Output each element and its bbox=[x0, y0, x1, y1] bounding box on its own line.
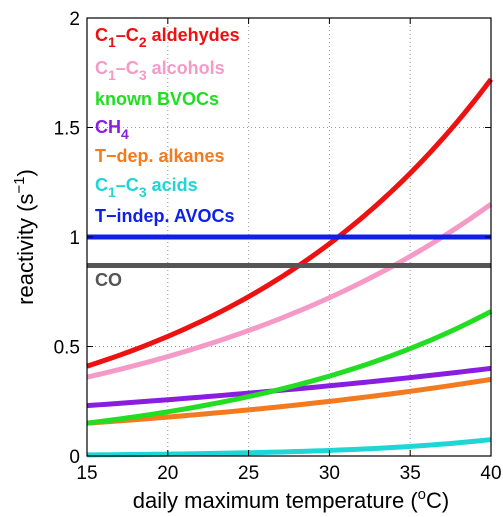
x-tick-label: 30 bbox=[319, 463, 340, 484]
y-tick-label: 1.5 bbox=[54, 119, 80, 140]
legend-label: T−dep. alkanes bbox=[95, 146, 225, 166]
series-line-c1-c3-acids bbox=[86, 437, 492, 458]
x-tick-label: 20 bbox=[157, 463, 178, 484]
legend-label: T−indep. AVOCs bbox=[95, 206, 235, 226]
x-tick-label: 40 bbox=[480, 463, 501, 484]
x-tick-label: 15 bbox=[76, 463, 97, 484]
y-tick-label: 2 bbox=[69, 9, 80, 30]
x-axis-label: daily maximum temperature (oC) bbox=[133, 486, 449, 513]
legend-label: CO bbox=[95, 270, 122, 290]
x-tick-label: 25 bbox=[238, 463, 259, 484]
series-line-c1-c2-aldehydes bbox=[86, 77, 493, 369]
y-tick-label: 0 bbox=[69, 447, 80, 468]
y-tick-label: 0.5 bbox=[54, 338, 80, 359]
series-line-t-dep-alkanes bbox=[86, 376, 492, 426]
x-tick-label: 35 bbox=[400, 463, 421, 484]
legend-label: CH4 bbox=[95, 117, 129, 142]
y-tick-label: 1 bbox=[69, 228, 80, 249]
legend-label: C1–C2 aldehydes bbox=[95, 25, 240, 50]
series-line-known-bvocs bbox=[86, 309, 493, 426]
series-line-c1-c3-alcohols bbox=[86, 202, 493, 380]
legend-label: C1–C3 acids bbox=[95, 175, 198, 200]
legend-label: known BVOCs bbox=[95, 89, 219, 109]
y-axis-label: reactivity (s−1) bbox=[11, 169, 38, 305]
legend-label: C1–C3 alcohols bbox=[95, 58, 225, 83]
